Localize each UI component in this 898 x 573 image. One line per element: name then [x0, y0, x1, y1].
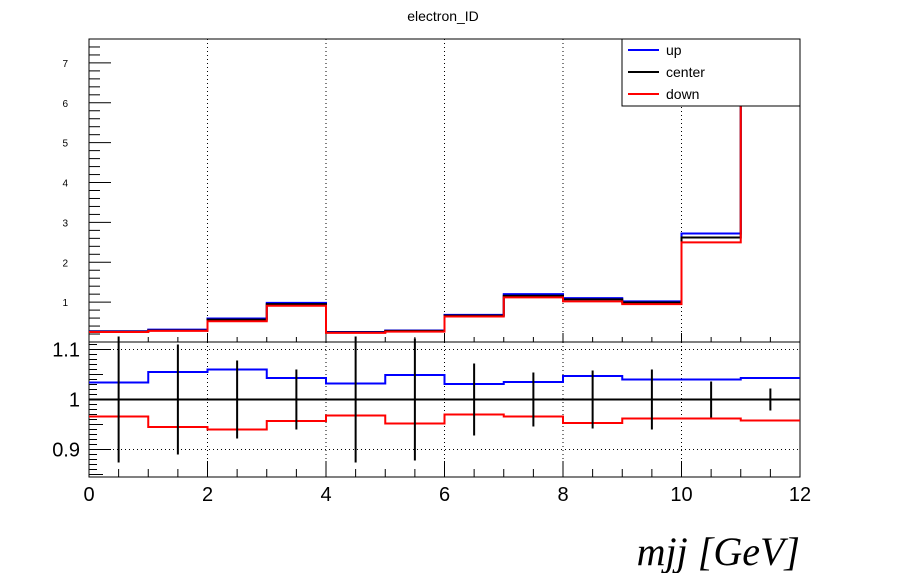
ratio-axes: 0.9 1 1.1 0 2 4 6 8 10 12: [52, 340, 811, 507]
top-panel: 1 2 3 4 5 6 7: [62, 38, 801, 343]
x-tick-label-0: 0: [83, 484, 94, 506]
x-tick-label-10: 10: [670, 484, 692, 506]
legend: up center down: [621, 38, 801, 107]
chart-title: electron_ID: [407, 8, 479, 24]
ratio-series: [89, 336, 800, 463]
x-tick-label-4: 4: [320, 484, 331, 506]
series-down-histogram: [89, 39, 800, 334]
ratio-series-down: [89, 413, 800, 431]
ratio-grid: [89, 342, 800, 477]
ratio-series-up: [89, 368, 800, 385]
top-y-axis: 1 2 3 4 5 6 7: [62, 46, 801, 342]
ratio-panel: 0.9 1 1.1 0 2 4 6 8 10 12: [52, 336, 811, 507]
legend-label-down: down: [666, 86, 699, 102]
top-series: [89, 39, 800, 334]
y-tick-label-4: 4: [62, 179, 68, 190]
y-tick-label-7: 7: [62, 59, 68, 70]
x-tick-label-8: 8: [557, 484, 568, 506]
y-tick-label-2: 2: [62, 258, 68, 269]
top-grid: [207, 39, 682, 342]
ratio-y-tick-label-1: 1: [69, 390, 80, 412]
x-tick-label-12: 12: [789, 484, 811, 506]
legend-label-center: center: [666, 64, 705, 80]
x-axis-title: mjj [GeV]: [637, 529, 800, 573]
ratio-y-tick-label-1.1: 1.1: [52, 340, 80, 362]
legend-label-up: up: [666, 42, 682, 58]
y-tick-label-6: 6: [62, 99, 68, 110]
y-tick-label-5: 5: [62, 139, 68, 150]
ratio-y-tick-label-0.9: 0.9: [52, 440, 80, 462]
x-tick-label-2: 2: [202, 484, 213, 506]
y-tick-label-1: 1: [62, 298, 68, 309]
x-tick-label-6: 6: [439, 484, 450, 506]
y-tick-label-3: 3: [62, 218, 68, 229]
